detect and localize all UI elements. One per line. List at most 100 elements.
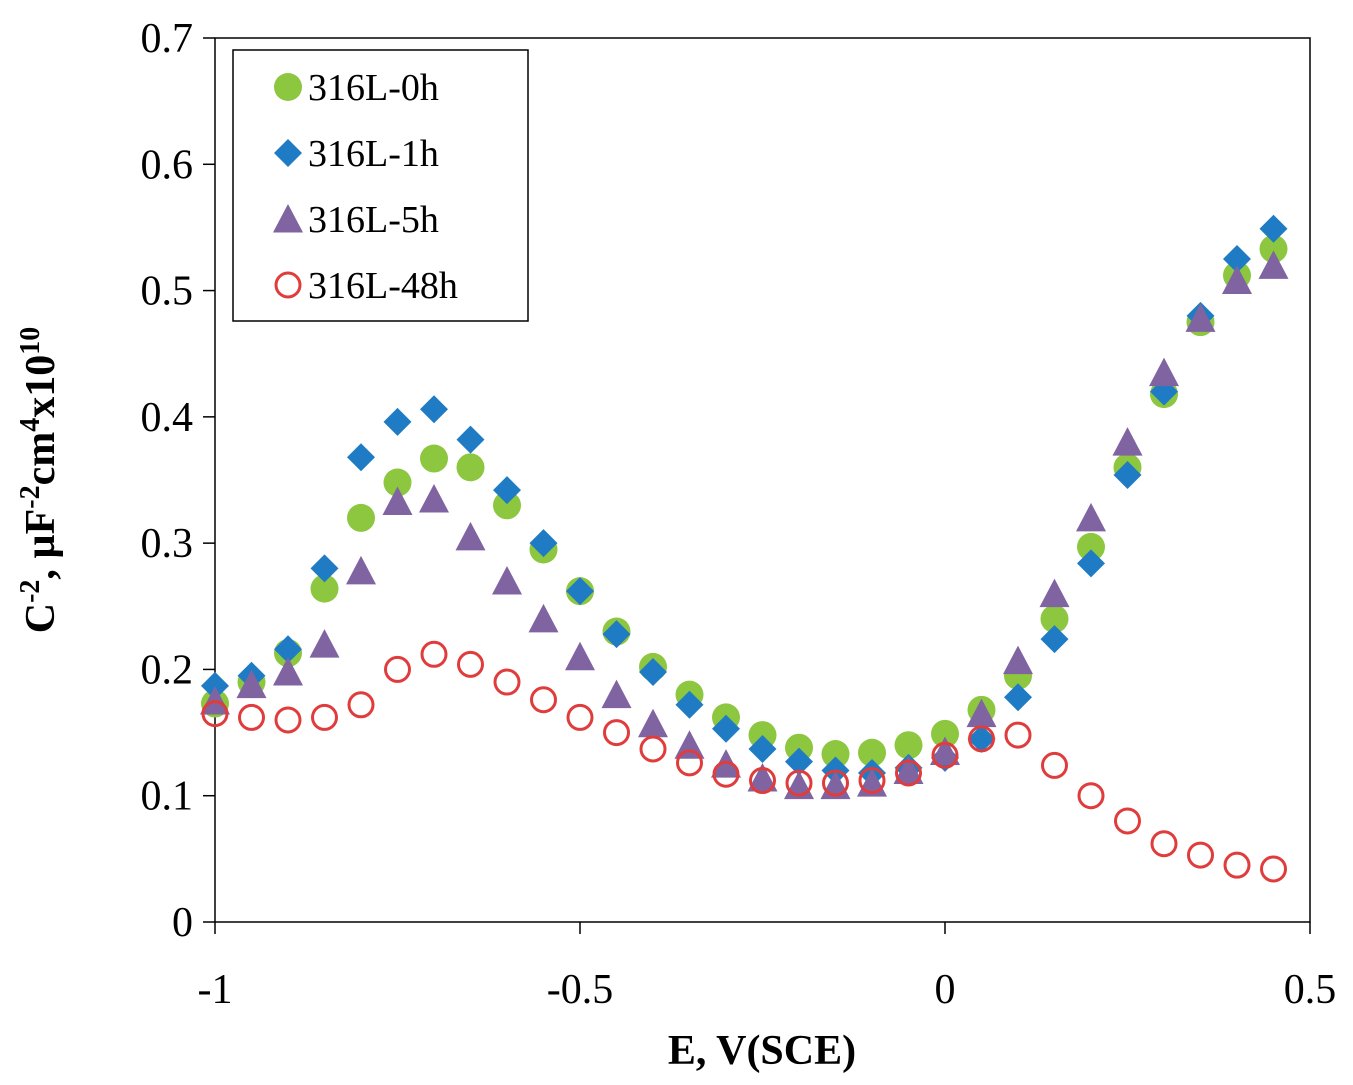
y-tick-label: 0 — [172, 900, 193, 946]
data-point — [895, 759, 922, 787]
data-point — [493, 491, 521, 520]
data-point — [858, 738, 886, 767]
data-point — [419, 483, 449, 513]
data-point — [1149, 357, 1179, 387]
y-axis-title-sup2: -2 — [15, 485, 46, 508]
legend-label: 316L-0h — [308, 67, 439, 109]
legend-label: 316L-48h — [308, 265, 458, 307]
data-point — [456, 453, 485, 482]
data-point — [1222, 265, 1252, 294]
data-point — [493, 476, 521, 505]
legend-label: 316L-1h — [308, 133, 439, 175]
y-tick-label: 0.2 — [141, 647, 194, 693]
data-point — [968, 725, 995, 753]
data-point — [966, 698, 997, 728]
x-tick-label: 0.5 — [1284, 967, 1337, 1013]
data-point — [346, 555, 376, 585]
y-tick-label: 0.7 — [141, 16, 194, 62]
data-point — [675, 690, 704, 719]
y-axis-title-sup1: -2 — [15, 580, 46, 603]
y-tick-label: 0.3 — [141, 521, 194, 567]
data-point — [747, 763, 778, 792]
y-axis-title-sup3: 4 — [15, 418, 46, 432]
data-point — [1260, 855, 1287, 883]
y-axis-title-sup4: 10 — [15, 327, 46, 355]
data-point — [712, 714, 740, 743]
data-point — [1041, 751, 1068, 779]
data-point — [347, 503, 375, 532]
data-point — [565, 641, 595, 671]
data-point — [310, 574, 339, 603]
data-point — [383, 407, 412, 436]
series-316L-48h — [201, 640, 1287, 883]
data-point — [1187, 841, 1214, 869]
data-point — [1112, 427, 1143, 456]
data-point — [528, 603, 559, 633]
legend-item: 316L-5h — [273, 199, 439, 241]
data-point — [566, 703, 594, 731]
y-tick-label: 0.4 — [141, 395, 194, 441]
data-point — [1185, 303, 1216, 332]
data-point — [311, 703, 338, 731]
data-point — [1114, 807, 1141, 835]
data-point — [821, 740, 850, 769]
data-point — [639, 735, 667, 763]
data-point — [638, 708, 668, 738]
data-point — [1259, 234, 1288, 263]
data-point — [347, 443, 375, 472]
legend-item: 316L-1h — [274, 133, 439, 175]
y-axis-title-mid1: , µF — [18, 509, 64, 580]
y-tick-label: 0.5 — [141, 269, 194, 315]
data-point — [273, 656, 303, 686]
data-point — [1223, 851, 1251, 879]
data-point — [1113, 460, 1142, 489]
data-point — [1077, 549, 1105, 578]
data-point — [858, 767, 886, 795]
data-point — [530, 686, 557, 714]
data-point — [1039, 578, 1070, 608]
data-point — [310, 554, 339, 583]
y-tick-label: 0.1 — [141, 774, 194, 820]
data-point — [238, 703, 265, 731]
legend-marker — [274, 139, 302, 167]
data-point — [930, 736, 960, 766]
data-point — [674, 730, 705, 759]
data-point — [931, 719, 959, 748]
legend-marker — [274, 271, 302, 299]
data-point — [1077, 782, 1105, 810]
y-axis-title: C-2, µF-2cm4x1010 — [15, 327, 65, 634]
data-point — [529, 529, 558, 558]
data-point — [1040, 604, 1069, 633]
data-point — [785, 747, 813, 776]
data-point — [748, 734, 777, 763]
y-axis-title-mid3: x10 — [18, 355, 64, 418]
data-point — [274, 706, 302, 734]
data-point — [785, 769, 813, 797]
legend-item: 316L-48h — [274, 265, 458, 307]
series-316L-5h — [200, 250, 1289, 800]
data-point — [492, 566, 522, 595]
data-point — [749, 767, 776, 795]
legend-marker — [273, 204, 303, 233]
data-point — [1004, 683, 1032, 712]
data-point — [566, 577, 594, 606]
legend-item: 316L-0h — [274, 67, 439, 109]
data-point — [201, 700, 229, 728]
x-axis-title: E, V(SCE) — [668, 1028, 856, 1074]
data-point — [601, 679, 632, 709]
data-point — [1077, 532, 1105, 561]
data-point — [383, 468, 412, 497]
series-layer — [200, 214, 1289, 883]
legend-items: 316L-0h 316L-1h 316L-5h 316L-48h — [273, 67, 458, 307]
data-point — [1003, 645, 1033, 675]
y-tick-label: 0.6 — [141, 142, 194, 188]
data-point — [420, 640, 448, 668]
legend-label: 316L-5h — [308, 199, 439, 241]
data-point — [382, 486, 413, 515]
data-point — [603, 719, 630, 747]
data-point — [1258, 250, 1289, 279]
y-axis-title-base: C — [18, 603, 64, 633]
legend-marker — [274, 73, 302, 101]
data-point — [1150, 830, 1178, 858]
